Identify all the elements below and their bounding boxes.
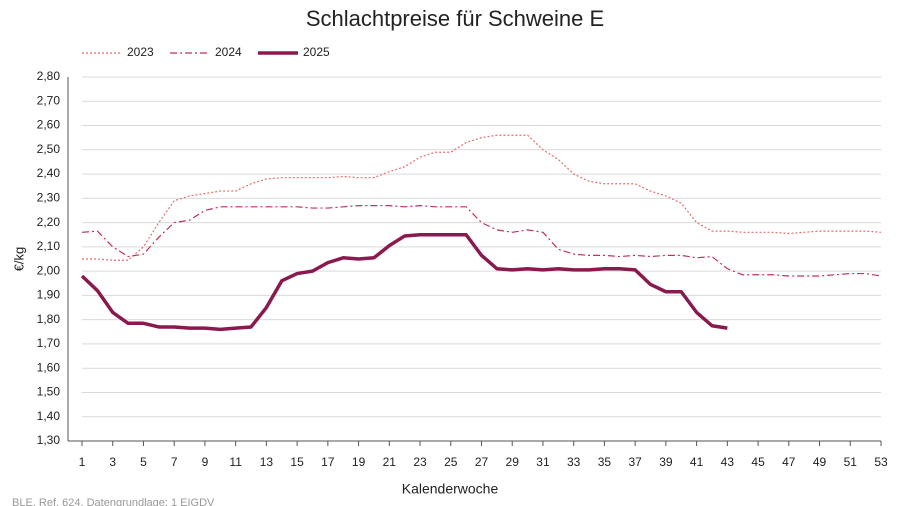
x-tick-label: 41 xyxy=(690,455,704,469)
y-tick-label: 2,40 xyxy=(37,166,61,180)
x-tick-label: 27 xyxy=(475,455,489,469)
x-tick-label: 3 xyxy=(109,455,116,469)
x-tick-label: 5 xyxy=(140,455,147,469)
x-tick-label: 47 xyxy=(782,455,796,469)
x-tick-label: 19 xyxy=(352,455,366,469)
y-axis-label: €/kg xyxy=(11,247,26,272)
x-axis-label: Kalenderwoche xyxy=(402,481,499,497)
x-tick-label: 17 xyxy=(321,455,335,469)
y-tick-label: 2,70 xyxy=(37,93,61,107)
x-tick-label: 39 xyxy=(659,455,673,469)
x-tick-label: 33 xyxy=(567,455,581,469)
x-tick-label: 1 xyxy=(79,455,86,469)
x-tick-label: 13 xyxy=(260,455,274,469)
x-tick-label: 11 xyxy=(229,455,242,469)
series-line xyxy=(81,205,882,277)
series-line xyxy=(82,134,882,261)
x-tick-label: 29 xyxy=(506,455,520,469)
source-note: BLE, Ref. 624, Datengrundlage: 1 EIGDV xyxy=(12,497,215,506)
y-tick-label: 1,70 xyxy=(37,336,61,350)
chart-title: Schlachtpreise für Schweine E xyxy=(306,6,604,31)
x-tick-label: 37 xyxy=(628,455,642,469)
series-line xyxy=(80,232,728,332)
x-tick-label: 31 xyxy=(536,455,550,469)
legend-label: 2023 xyxy=(127,45,154,59)
x-tick-label: 23 xyxy=(413,455,427,469)
x-tick-label: 51 xyxy=(844,455,858,469)
legend-label: 2025 xyxy=(303,45,330,59)
x-tick-label: 21 xyxy=(383,455,397,469)
y-tick-label: 2,60 xyxy=(37,118,61,132)
x-tick-label: 9 xyxy=(202,455,209,469)
y-tick-label: 2,30 xyxy=(37,191,61,205)
y-tick-label: 1,80 xyxy=(37,312,61,326)
x-tick-label: 25 xyxy=(444,455,458,469)
x-tick-label: 35 xyxy=(598,455,612,469)
y-tick-label: 2,00 xyxy=(37,263,61,277)
y-tick-label: 2,20 xyxy=(37,215,61,229)
x-tick-label: 45 xyxy=(751,455,765,469)
y-tick-label: 1,50 xyxy=(37,385,61,399)
y-tick-label: 1,40 xyxy=(37,409,61,423)
y-tick-label: 1,90 xyxy=(37,288,61,302)
x-tick-label: 7 xyxy=(171,455,178,469)
x-tick-label: 49 xyxy=(813,455,827,469)
x-tick-label: 43 xyxy=(721,455,735,469)
legend-label: 2024 xyxy=(215,45,242,59)
y-tick-label: 2,80 xyxy=(37,69,61,83)
y-tick-label: 2,50 xyxy=(37,142,61,156)
x-tick-label: 15 xyxy=(290,455,304,469)
y-tick-label: 1,30 xyxy=(37,433,61,447)
y-tick-label: 1,60 xyxy=(37,360,61,374)
y-tick-label: 2,10 xyxy=(37,239,61,253)
x-tick-label: 53 xyxy=(874,455,888,469)
